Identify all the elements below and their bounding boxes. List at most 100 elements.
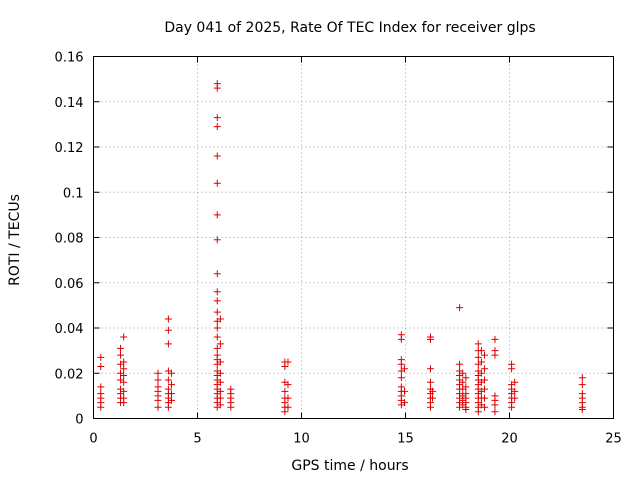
- data-point: [213, 288, 221, 296]
- data-point: [491, 408, 499, 416]
- data-point: [508, 365, 516, 373]
- data-point: [459, 369, 467, 377]
- axis-ticks: 0 5 10 15 20 25 0 0.02 0.04 0.06 0.08 0.1 0.12 0.14 0.…: [55, 51, 622, 447]
- data-point: [481, 394, 489, 402]
- data-point: [481, 365, 489, 373]
- data-point: [397, 360, 405, 368]
- data-point: [578, 405, 586, 413]
- data-point: [120, 333, 128, 341]
- data-point: [117, 344, 125, 352]
- x-tick-label: 25: [605, 432, 622, 447]
- data-point: [281, 408, 289, 416]
- data-point: [213, 324, 221, 332]
- y-tick-label: 0.02: [55, 367, 84, 382]
- data-point: [216, 358, 224, 366]
- data-point: [120, 358, 128, 366]
- data-point: [462, 383, 470, 391]
- y-tick-label: 0.14: [55, 96, 84, 111]
- data-point: [426, 378, 434, 386]
- y-tick-label: 0: [75, 413, 83, 428]
- data-point: [216, 401, 224, 409]
- data-point: [481, 351, 489, 359]
- y-tick-label: 0.12: [55, 141, 84, 156]
- data-point: [462, 374, 470, 382]
- data-point: [213, 270, 221, 278]
- data-point: [481, 376, 489, 384]
- data-point: [213, 333, 221, 341]
- data-point: [120, 365, 128, 373]
- x-tick-label: 10: [293, 432, 310, 447]
- data-point: [426, 403, 434, 411]
- y-axis-label: ROTI / TECUs: [7, 194, 23, 286]
- y-tick-label: 0.16: [55, 51, 84, 66]
- data-point: [511, 387, 519, 395]
- data-point: [429, 387, 437, 395]
- data-point: [97, 383, 105, 391]
- data-point: [213, 179, 221, 187]
- data-point: [216, 369, 224, 377]
- data-point: [491, 335, 499, 343]
- data-point: [97, 353, 105, 361]
- data-point: [491, 401, 499, 409]
- data-point: [213, 84, 221, 92]
- data-point: [120, 387, 128, 395]
- data-point: [216, 387, 224, 395]
- data-point: [216, 394, 224, 402]
- data-point: [397, 374, 405, 382]
- data-point: [164, 403, 172, 411]
- data-point: [281, 387, 289, 395]
- data-point: [284, 358, 292, 366]
- data-point: [117, 351, 125, 359]
- data-point: [213, 211, 221, 219]
- x-tick-label: 20: [501, 432, 518, 447]
- data-point: [97, 403, 105, 411]
- data-point: [284, 403, 292, 411]
- x-axis-label: GPS time / hours: [291, 458, 408, 474]
- data-point: [459, 378, 467, 386]
- data-point: [227, 403, 235, 411]
- data-point: [213, 308, 221, 316]
- data-point: [400, 365, 408, 373]
- data-point: [168, 396, 175, 404]
- data-point: [491, 351, 499, 359]
- data-point: [281, 362, 289, 370]
- data-point: [97, 362, 105, 370]
- data-point: [474, 353, 482, 361]
- data-point: [397, 335, 405, 343]
- y-tick-label: 0.1: [63, 186, 84, 201]
- data-point: [477, 347, 485, 355]
- data-point: [168, 369, 175, 377]
- data-point: [400, 399, 408, 407]
- data-point: [474, 340, 482, 348]
- data-point: [284, 381, 292, 389]
- data-points: [97, 80, 586, 416]
- data-point: [164, 340, 172, 348]
- data-point: [481, 403, 489, 411]
- grid-lines: [93, 56, 614, 419]
- data-point: [481, 385, 489, 393]
- data-point: [477, 369, 485, 377]
- y-tick-label: 0.08: [55, 232, 84, 247]
- y-tick-label: 0.06: [55, 277, 84, 292]
- data-point: [426, 335, 434, 343]
- data-point: [284, 394, 292, 402]
- data-point: [511, 378, 519, 386]
- data-point: [154, 376, 162, 384]
- data-point: [154, 369, 162, 377]
- data-point: [213, 297, 221, 305]
- data-point: [462, 405, 470, 413]
- data-point: [426, 365, 434, 373]
- data-point: [154, 396, 162, 404]
- data-point: [213, 236, 221, 244]
- chart-title: Day 041 of 2025, Rate Of TEC Index for r…: [164, 20, 535, 36]
- data-point: [216, 315, 224, 323]
- data-point: [578, 374, 586, 382]
- data-point: [508, 403, 516, 411]
- data-point: [474, 408, 482, 416]
- data-point: [477, 358, 485, 366]
- data-point: [456, 360, 464, 368]
- data-point: [168, 381, 175, 389]
- data-point: [456, 304, 464, 312]
